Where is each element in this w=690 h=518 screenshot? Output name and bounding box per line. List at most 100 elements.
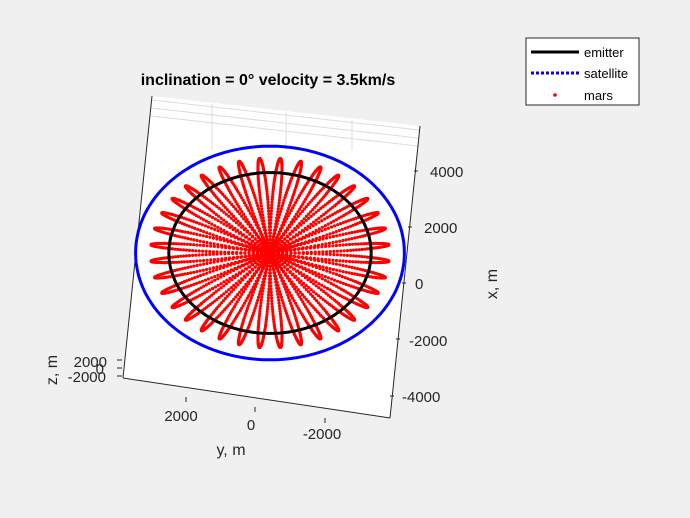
x-tick-label: -2000 xyxy=(303,426,341,443)
mars-point xyxy=(186,265,190,269)
mars-point xyxy=(218,267,222,271)
mars-point xyxy=(274,222,278,226)
mars-point xyxy=(220,301,224,305)
mars-point xyxy=(252,273,257,277)
mars-point xyxy=(325,250,329,254)
mars-point xyxy=(310,269,314,273)
mars-point xyxy=(189,271,193,275)
mars-point xyxy=(215,297,219,301)
mars-point xyxy=(278,290,282,294)
mars-point xyxy=(265,195,270,199)
mars-point xyxy=(215,205,219,209)
mars-point xyxy=(348,259,352,264)
mars-point xyxy=(242,217,246,221)
mars-point xyxy=(307,239,311,243)
mars-point xyxy=(326,226,330,230)
mars-point xyxy=(314,236,319,241)
mars-point xyxy=(285,234,289,238)
mars-point xyxy=(298,295,302,299)
mars-point xyxy=(165,260,169,265)
mars-point xyxy=(277,230,281,234)
mars-point xyxy=(237,243,241,247)
mars-point xyxy=(330,225,334,229)
legend-mars-label: mars xyxy=(584,88,613,103)
mars-point xyxy=(221,203,225,207)
mars-point xyxy=(293,301,298,305)
mars-point xyxy=(300,241,304,245)
mars-point xyxy=(338,222,343,226)
mars-point xyxy=(265,192,269,196)
mars-point xyxy=(335,253,339,257)
mars-point xyxy=(202,243,206,248)
mars-point xyxy=(299,259,303,263)
mars-point xyxy=(208,261,213,265)
mars-point xyxy=(201,234,205,238)
mars-point xyxy=(319,214,323,218)
mars-point xyxy=(244,219,248,223)
mars-point xyxy=(260,207,264,211)
mars-point xyxy=(336,223,340,227)
mars-point xyxy=(188,242,192,247)
mars-point xyxy=(346,277,350,281)
mars-point xyxy=(204,249,208,253)
mars-point xyxy=(213,227,217,231)
mars-point xyxy=(279,266,283,270)
mars-point xyxy=(294,212,298,216)
mars-point xyxy=(185,260,189,264)
mars-point xyxy=(215,252,219,256)
mars-point xyxy=(362,242,366,246)
mars-point xyxy=(234,285,238,289)
mars-point xyxy=(195,281,199,285)
mars-point xyxy=(174,242,178,246)
mars-point xyxy=(274,264,278,268)
mars-point xyxy=(272,317,276,321)
mars-point xyxy=(266,200,270,204)
mars-point xyxy=(227,214,231,218)
mars-point xyxy=(199,286,203,290)
mars-point xyxy=(302,207,306,211)
mars-point xyxy=(249,296,253,300)
mars-point xyxy=(220,245,224,249)
mars-point xyxy=(297,251,301,255)
mars-point xyxy=(222,292,226,296)
mars-point xyxy=(284,309,288,313)
mars-point xyxy=(229,212,233,216)
mars-point xyxy=(293,227,297,231)
mars-point xyxy=(338,280,343,284)
mars-point xyxy=(338,293,342,298)
mars-point xyxy=(238,295,242,299)
mars-point xyxy=(210,276,214,280)
mars-point xyxy=(279,227,283,231)
mars-point xyxy=(267,221,271,225)
mars-point xyxy=(282,304,286,308)
mars-point xyxy=(276,251,280,255)
mars-point xyxy=(281,251,285,255)
mars-point xyxy=(213,224,217,228)
mars-point xyxy=(310,198,314,202)
mars-point xyxy=(258,309,262,313)
y-axis-line xyxy=(122,377,391,419)
mars-point xyxy=(171,255,175,259)
mars-point xyxy=(324,291,328,295)
mars-point xyxy=(248,211,252,215)
mars-point xyxy=(219,227,223,231)
mars-point xyxy=(314,222,318,226)
mars-point xyxy=(276,210,280,214)
mars-point xyxy=(245,262,249,266)
mars-point xyxy=(323,203,327,207)
mars-point xyxy=(277,201,281,205)
mars-point xyxy=(291,296,295,300)
mars-point xyxy=(210,301,215,305)
mars-point xyxy=(352,248,356,252)
mars-point xyxy=(317,272,321,276)
mars-point xyxy=(334,230,338,234)
mars-point xyxy=(296,263,300,267)
mars-point xyxy=(278,237,282,241)
mars-point xyxy=(298,212,302,216)
mars-point xyxy=(267,290,271,294)
mars-point xyxy=(306,268,311,272)
mars-point xyxy=(303,266,307,270)
mars-point xyxy=(287,256,291,260)
mars-point xyxy=(324,260,328,264)
mars-point xyxy=(173,247,177,251)
